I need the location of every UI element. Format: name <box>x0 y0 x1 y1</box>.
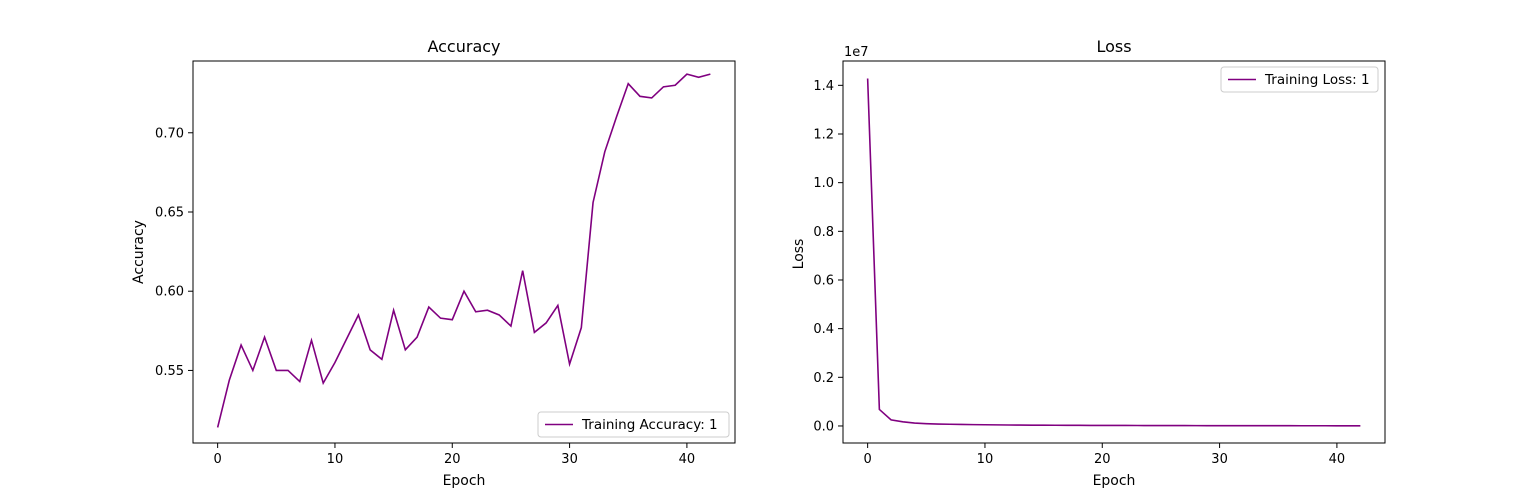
loss-series-line <box>866 78 1361 427</box>
loss-y-tick-label: 1.2 <box>813 127 834 142</box>
accuracy-legend-box <box>537 411 730 438</box>
loss-legend-label: Training Loss: 1 <box>1264 72 1370 88</box>
accuracy-y-tick-label: 0.70 <box>155 126 184 141</box>
loss-legend-box <box>1220 66 1379 93</box>
accuracy-y-tick-label: 0.55 <box>155 364 184 379</box>
loss-x-axis-label: Epoch <box>1093 473 1136 489</box>
accuracy-chart-title: Accuracy <box>427 37 500 56</box>
loss-y-tick-label: 0.2 <box>813 371 834 386</box>
accuracy-plot-frame <box>192 60 736 444</box>
loss-x-tick-label: 10 <box>977 452 994 467</box>
loss-y-tick-label: 1.0 <box>813 176 834 191</box>
accuracy-chart: Accuracy 0 10 20 30 40 0.55 0.60 0.65 0.70 Epoc… <box>131 37 736 489</box>
accuracy-x-tick-label: 30 <box>561 452 578 467</box>
loss-chart-title: Loss <box>1096 37 1131 56</box>
accuracy-legend: Training Accuracy: 1 <box>537 411 730 438</box>
loss-x-tick-label: 20 <box>1094 452 1111 467</box>
accuracy-x-tick-label: 0 <box>213 452 221 467</box>
loss-legend: Training Loss: 1 <box>1220 66 1379 93</box>
loss-x-tick-label: 30 <box>1211 452 1228 467</box>
loss-y-tick-label: 0.8 <box>813 225 834 240</box>
loss-y-tick-label: 0.4 <box>813 322 834 337</box>
loss-y-axis-label: Loss <box>791 239 807 270</box>
accuracy-series-line <box>216 73 711 428</box>
accuracy-x-axis-label: Epoch <box>443 473 486 489</box>
accuracy-x-tick-label: 40 <box>679 452 696 467</box>
loss-y-offset-text: 1e7 <box>844 45 869 60</box>
loss-plot-frame <box>842 60 1386 444</box>
loss-x-tick-label: 0 <box>863 452 871 467</box>
accuracy-y-tick-label: 0.60 <box>155 285 184 300</box>
accuracy-x-tick-label: 10 <box>327 452 344 467</box>
loss-y-tick-label: 1.4 <box>813 79 834 94</box>
accuracy-legend-label: Training Accuracy: 1 <box>581 417 718 433</box>
accuracy-x-tick-label: 20 <box>444 452 461 467</box>
accuracy-y-ticks: 0.55 0.60 0.65 0.70 <box>155 126 193 379</box>
accuracy-y-axis-label: Accuracy <box>131 220 147 284</box>
accuracy-y-tick-label: 0.65 <box>155 205 184 220</box>
loss-x-ticks: 0 10 20 30 40 <box>863 443 1345 467</box>
loss-y-ticks: 0.0 0.2 0.4 0.6 0.8 1.0 1.2 1.4 <box>813 79 843 434</box>
accuracy-x-ticks: 0 10 20 30 40 <box>213 443 695 467</box>
loss-y-tick-label: 0.0 <box>813 419 834 434</box>
loss-x-tick-label: 40 <box>1329 452 1346 467</box>
loss-chart: Loss 1e7 0 10 20 30 40 0.0 0.2 0.4 0.6 0.8 1.0 1.2… <box>791 37 1386 489</box>
loss-y-tick-label: 0.6 <box>813 273 834 288</box>
